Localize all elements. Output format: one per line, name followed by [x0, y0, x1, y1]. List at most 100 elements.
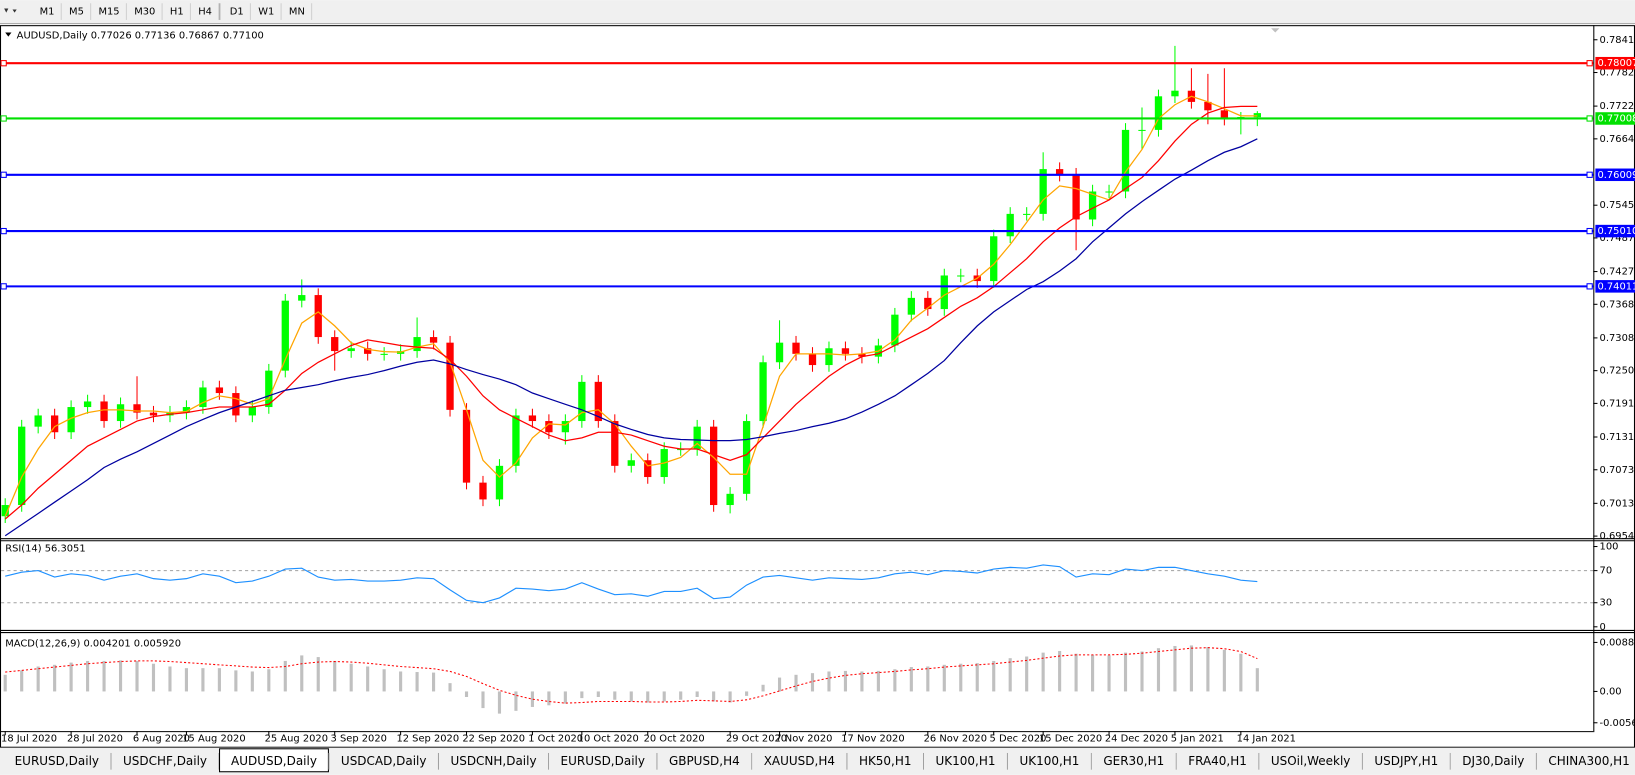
tab[interactable] [438, 749, 549, 771]
macd-bar [580, 691, 584, 699]
timeframe-button[interactable]: D1 [230, 7, 244, 18]
timeframe-button[interactable]: M15 [98, 7, 119, 18]
tab[interactable] [1007, 749, 1091, 771]
tab-label[interactable]: UK100,H1 [1019, 754, 1079, 768]
y-tick-label: 0.71315 [1600, 432, 1635, 443]
level-handle[interactable] [0, 171, 7, 178]
timeframe-button[interactable]: M30 [134, 7, 155, 18]
tab[interactable] [1176, 749, 1259, 771]
macd-bar [761, 684, 765, 692]
tab-label[interactable]: UK100,H1 [936, 754, 996, 768]
candle-body [759, 362, 767, 422]
y-tick-label: 70 [1600, 566, 1613, 577]
macd-bar [1156, 648, 1161, 692]
tab[interactable] [847, 749, 923, 771]
tab-label[interactable]: EURUSD,Daily [561, 754, 645, 768]
y-tick-label: 0.71915 [1600, 398, 1635, 409]
tab-label[interactable]: USDCHF,Daily [123, 754, 207, 768]
candle-body [578, 381, 586, 422]
candle-body [50, 415, 59, 433]
macd-bar [250, 671, 254, 692]
level-handle[interactable] [0, 60, 7, 67]
timeframe-button[interactable]: MN [289, 7, 305, 18]
macd-bar [69, 662, 73, 692]
tab[interactable] [1362, 749, 1450, 771]
level-handle[interactable] [1586, 115, 1593, 122]
tab-label[interactable]: DJ30,Daily [1462, 754, 1524, 768]
macd-bar [794, 674, 798, 692]
candle-body [1055, 169, 1064, 175]
tab[interactable] [1091, 749, 1176, 771]
macd-bar [992, 660, 996, 692]
macd-bar [1123, 652, 1128, 692]
tab-label[interactable]: USDCNH,Daily [450, 754, 536, 768]
tab-label[interactable]: XAUUSD,H4 [764, 754, 835, 768]
timeframe-button[interactable]: H4 [198, 7, 212, 18]
candle-body [347, 348, 355, 352]
macd-bar [1140, 651, 1144, 692]
macd-bar [629, 691, 633, 702]
tab-label[interactable]: AUDUSD,Daily [231, 754, 317, 768]
level-handle[interactable] [1586, 60, 1593, 67]
shift-marker [1271, 28, 1280, 33]
tab[interactable] [1450, 749, 1536, 771]
candle-body [841, 348, 850, 354]
tab-label[interactable]: USDCAD,Daily [341, 754, 427, 768]
timeframe-button[interactable]: H1 [170, 7, 184, 18]
macd-bar [36, 666, 40, 692]
candle-body [1105, 191, 1113, 193]
x-tick-label: 14 Jan 2021 [1237, 733, 1296, 744]
level-handle[interactable] [1586, 227, 1593, 235]
macd-bar [1255, 668, 1259, 692]
toolbar-icon[interactable] [4, 8, 17, 13]
tab-label[interactable]: CHINA300,H1 [1548, 754, 1629, 768]
tab[interactable] [549, 749, 657, 771]
macd-bar [283, 660, 287, 692]
timeframe-button[interactable]: M5 [69, 7, 84, 18]
tab-label[interactable]: EURUSD,Daily [15, 754, 99, 768]
level-handle[interactable] [0, 227, 7, 235]
macd-bar [942, 664, 946, 692]
timeframe-button[interactable]: W1 [258, 7, 274, 18]
tab[interactable] [1259, 749, 1362, 771]
tab-label[interactable]: GBPUSD,H4 [669, 754, 740, 768]
candle-body [232, 393, 240, 416]
macd-bar [695, 691, 699, 697]
candle-body [248, 407, 256, 416]
macd-bar [1008, 658, 1012, 692]
timeframe-button[interactable]: M1 [40, 7, 55, 18]
macd-bar [563, 691, 567, 704]
macd-bar [118, 660, 123, 692]
x-tick-label: 3 Sep 2020 [331, 733, 387, 744]
tab-label[interactable]: GER30,H1 [1103, 754, 1164, 768]
level-handle[interactable] [1586, 171, 1593, 178]
y-tick-label: 0.75455 [1600, 200, 1635, 211]
tab[interactable] [3, 749, 111, 771]
macd-bar [481, 691, 485, 709]
moving-average-line [4, 138, 1258, 537]
level-handle[interactable] [0, 283, 7, 290]
tab[interactable] [111, 749, 219, 771]
candle-body [149, 412, 158, 416]
tab-label[interactable]: USOil,Weekly [1271, 754, 1351, 768]
tab[interactable] [1536, 749, 1635, 771]
macd-bar [1025, 656, 1029, 692]
level-handle[interactable] [0, 115, 7, 122]
tab-label[interactable]: USDJPY,H1 [1374, 754, 1438, 768]
tab-label[interactable]: FRA40,H1 [1188, 754, 1247, 768]
level-handle[interactable] [1586, 283, 1593, 290]
tab-label[interactable]: HK50,H1 [859, 754, 912, 768]
tab[interactable] [924, 749, 1007, 771]
tab[interactable] [752, 749, 847, 771]
macd-bar [399, 671, 403, 692]
level-label-box [1595, 280, 1635, 293]
macd-bar [267, 669, 271, 692]
tab[interactable] [329, 749, 438, 771]
macd-bar [1239, 653, 1243, 692]
tab[interactable] [657, 749, 752, 771]
y-tick-label: 0.00 [1600, 686, 1622, 697]
candle-body [808, 353, 817, 366]
candle-body [413, 337, 421, 352]
